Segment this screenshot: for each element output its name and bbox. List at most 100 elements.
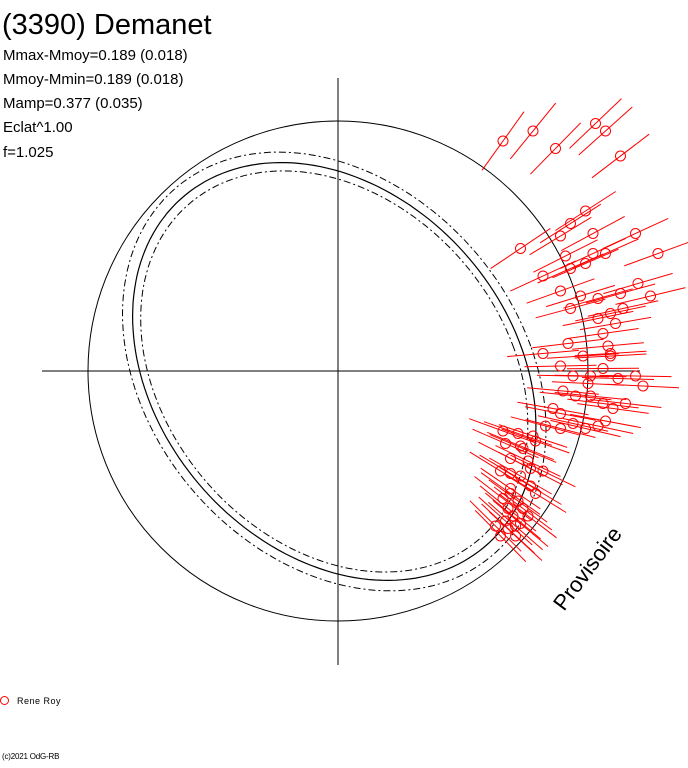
error-bar [488, 501, 543, 551]
error-bar [561, 215, 625, 252]
error-bar [495, 445, 561, 477]
data-point [587, 228, 599, 239]
error-bar [525, 406, 596, 421]
error-bar [489, 457, 552, 495]
data-point [590, 118, 601, 129]
error-bar [487, 431, 554, 461]
data-point [505, 488, 516, 499]
data-point [502, 503, 514, 514]
data-point [562, 338, 574, 349]
data-point [580, 205, 591, 217]
data-point [495, 465, 506, 477]
data-point [555, 360, 566, 372]
data-point [527, 125, 539, 137]
error-bar [469, 418, 537, 444]
legend-marker [0, 696, 9, 705]
error-bar [474, 510, 527, 562]
error-bar [532, 338, 604, 349]
data-point [645, 290, 656, 302]
data-point [582, 378, 594, 389]
stat-max-minus-mean: Mmax-Mmoy=0.189 (0.018) [3, 47, 188, 64]
data-point [560, 250, 571, 262]
data-point [505, 483, 516, 494]
error-bar [539, 203, 602, 244]
error-bar [509, 102, 557, 160]
error-bar [517, 401, 589, 416]
error-bar [552, 248, 619, 279]
data-point [630, 228, 641, 239]
error-bar [579, 316, 652, 331]
data-point [615, 150, 626, 162]
data-point [497, 493, 509, 504]
data-point [515, 243, 526, 254]
error-bar [574, 353, 647, 359]
data-point [537, 465, 549, 477]
error-bar [490, 227, 551, 270]
data-point [587, 248, 599, 259]
data-point [540, 420, 551, 432]
error-bar [492, 500, 549, 547]
error-bar [472, 428, 539, 459]
error-bars [469, 98, 688, 562]
error-bar [585, 283, 656, 304]
data-point [605, 308, 616, 319]
error-bar [526, 278, 595, 304]
error-bar [525, 419, 596, 438]
error-bar [498, 424, 568, 448]
error-bar [578, 106, 633, 156]
data-point [615, 288, 626, 299]
data-point [585, 370, 596, 382]
data-point [527, 430, 539, 442]
error-bar [479, 485, 537, 532]
error-bar [488, 479, 548, 523]
data-point [577, 350, 589, 362]
error-bar [577, 403, 649, 414]
data-point [500, 515, 511, 527]
chart-title: (3390) Demanet [2, 9, 212, 41]
error-bar [493, 486, 553, 531]
error-bar [510, 416, 581, 436]
error-bar [624, 241, 688, 267]
error-bar [555, 191, 616, 231]
data-point [592, 420, 604, 432]
data-point [592, 293, 604, 304]
data-point [602, 340, 614, 352]
data-point [580, 423, 591, 434]
error-bar [498, 451, 563, 486]
data-point [605, 348, 616, 359]
error-bar [499, 493, 557, 539]
error-bar [545, 284, 616, 308]
data-point [490, 520, 501, 532]
data-point [557, 385, 569, 397]
data-point [497, 135, 509, 147]
data-point [597, 328, 609, 339]
data-point [580, 258, 591, 269]
error-bar [481, 503, 535, 554]
data-point [500, 438, 511, 449]
data-point [515, 440, 526, 452]
data-point [502, 523, 514, 534]
error-bar [589, 399, 662, 408]
data-point [567, 418, 579, 429]
data-point [555, 230, 566, 242]
data-point [515, 518, 526, 529]
plot-axes [42, 78, 640, 665]
data-point [630, 370, 641, 382]
data-points [490, 118, 664, 542]
data-point [547, 403, 559, 414]
data-point [555, 423, 566, 434]
data-point [510, 530, 521, 542]
data-point [637, 380, 649, 392]
data-point [507, 510, 519, 522]
error-bar [510, 260, 576, 292]
data-point [495, 530, 506, 542]
stat-amplitude: Mamp=0.377 (0.035) [3, 95, 143, 112]
data-point [515, 470, 526, 482]
error-bar [599, 374, 672, 378]
error-bar [481, 111, 525, 171]
data-point [550, 143, 561, 154]
data-point [610, 318, 621, 329]
stat-brightness-exponent: Eclat^1.00 [3, 119, 73, 136]
error-bar [615, 287, 686, 305]
